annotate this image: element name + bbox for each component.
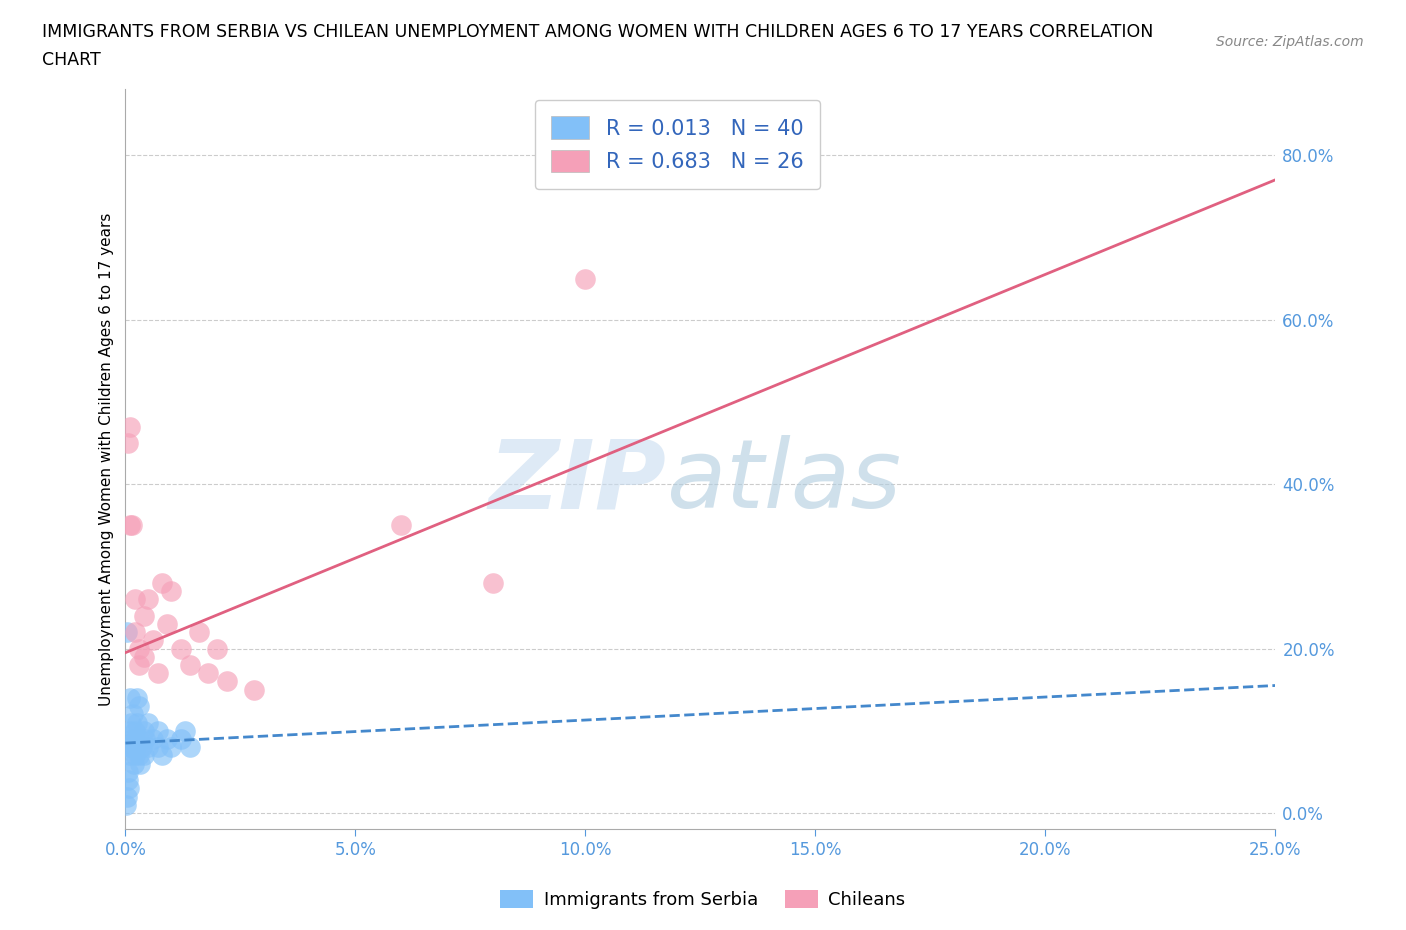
Point: [121, 732, 143, 747]
Point: [118, 781, 141, 796]
Point: [120, 748, 142, 763]
Text: IMMIGRANTS FROM SERBIA VS CHILEAN UNEMPLOYMENT AMONG WOMEN WITH CHILDREN AGES 6 : IMMIGRANTS FROM SERBIA VS CHILEAN UNEMPL…: [42, 23, 1153, 41]
Point: [169, 732, 191, 747]
Point: [128, 698, 150, 713]
Point: [124, 739, 146, 754]
Point: [124, 591, 146, 606]
Point: [146, 724, 169, 738]
Point: [121, 518, 143, 533]
Point: [179, 739, 201, 754]
Point: [131, 739, 153, 754]
Point: [197, 666, 219, 681]
Point: [115, 797, 138, 812]
Point: [122, 756, 145, 771]
Point: [117, 435, 139, 450]
Point: [142, 732, 165, 747]
Point: [150, 748, 173, 763]
Point: [134, 732, 156, 747]
Point: [129, 756, 152, 771]
Point: [150, 576, 173, 591]
Point: [215, 674, 238, 689]
Point: [132, 748, 155, 763]
Point: [124, 625, 146, 640]
Legend: Immigrants from Serbia, Chileans: Immigrants from Serbia, Chileans: [494, 883, 912, 916]
Point: [117, 789, 139, 804]
Point: [120, 739, 142, 754]
Point: [160, 739, 183, 754]
Point: [128, 641, 150, 656]
Point: [124, 724, 146, 738]
Legend: R = 0.013   N = 40, R = 0.683   N = 26: R = 0.013 N = 40, R = 0.683 N = 26: [534, 100, 820, 189]
Point: [138, 739, 160, 754]
Point: [574, 271, 596, 286]
Point: [391, 518, 413, 533]
Text: Source: ZipAtlas.com: Source: ZipAtlas.com: [1216, 35, 1364, 49]
Point: [138, 715, 160, 730]
Point: [243, 683, 266, 698]
Point: [120, 724, 142, 738]
Point: [132, 724, 155, 738]
Point: [120, 518, 142, 533]
Point: [482, 576, 505, 591]
Point: [124, 732, 146, 747]
Point: [156, 617, 179, 631]
Text: atlas: atlas: [666, 435, 901, 528]
Point: [128, 658, 150, 672]
Text: CHART: CHART: [42, 51, 101, 69]
Point: [188, 625, 211, 640]
Point: [132, 608, 155, 623]
Point: [142, 632, 165, 647]
Point: [169, 641, 191, 656]
Point: [120, 715, 142, 730]
Point: [124, 748, 146, 763]
Y-axis label: Unemployment Among Women with Children Ages 6 to 17 years: Unemployment Among Women with Children A…: [100, 213, 114, 706]
Point: [125, 715, 148, 730]
Point: [117, 773, 139, 788]
Point: [115, 625, 138, 640]
Point: [128, 732, 150, 747]
Point: [120, 690, 142, 705]
Point: [146, 739, 169, 754]
Point: [118, 739, 141, 754]
Point: [207, 641, 229, 656]
Point: [121, 707, 143, 722]
Point: [174, 724, 197, 738]
Point: [117, 764, 139, 779]
Text: ZIP: ZIP: [488, 435, 666, 528]
Point: [156, 732, 179, 747]
Point: [138, 591, 160, 606]
Point: [128, 748, 150, 763]
Point: [146, 666, 169, 681]
Point: [132, 649, 155, 664]
Point: [179, 658, 201, 672]
Point: [120, 419, 142, 434]
Point: [125, 690, 148, 705]
Point: [160, 583, 183, 598]
